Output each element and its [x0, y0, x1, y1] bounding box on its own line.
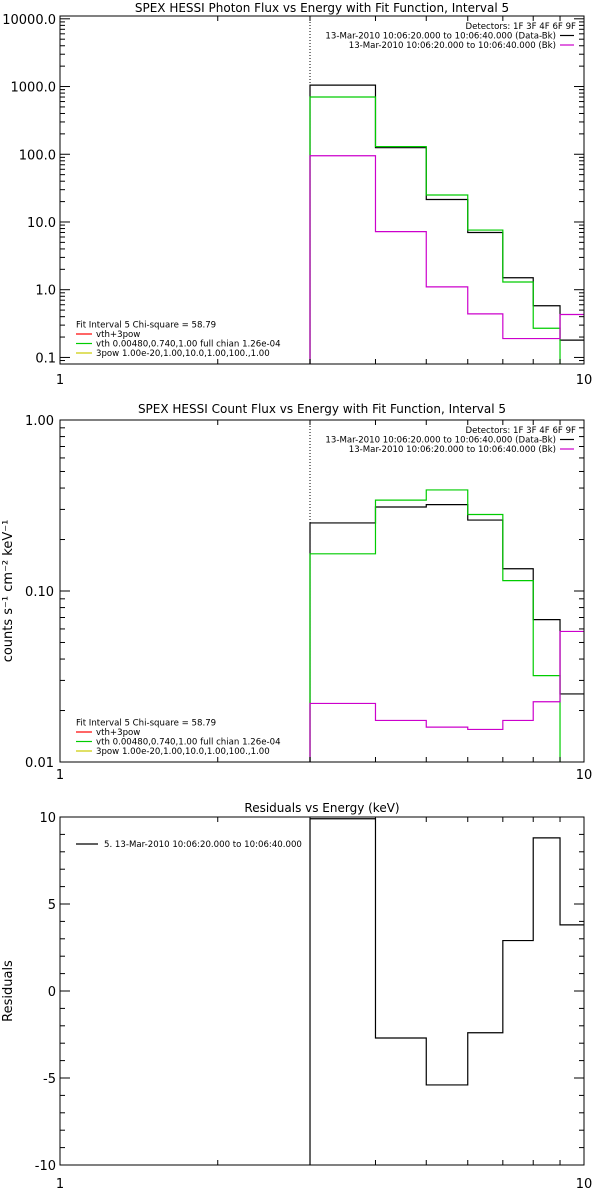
- series-line-3: [309, 155, 584, 364]
- plot-panel-3: Residuals vs Energy (keV) 1 10 -10 -5 0 5 10 Res…: [1, 801, 592, 1192]
- legend-entry-1: 5. 13-Mar-2010 10:06:20.000 to 10:06:40.…: [104, 840, 302, 850]
- series-line-2: [309, 96, 561, 364]
- plot-frame: [59, 419, 585, 763]
- x-tick-label: 10: [576, 1177, 593, 1192]
- x-tick-label: 1: [56, 373, 64, 388]
- y-tick-label: 1.0: [35, 284, 56, 299]
- legend-entry-4: 3pow 1.00e-20,1.00,10.0,1.00,100.,1.00: [96, 747, 270, 757]
- legend-entry-3: vth 0.00480,0.740,1.00 full chian 1.26e-…: [96, 340, 281, 350]
- series-line-1: [309, 818, 584, 1165]
- legend-entry-4: 3pow 1.00e-20,1.00,10.0,1.00,100.,1.00: [96, 349, 270, 359]
- info-line-3: 13-Mar-2010 10:06:20.000 to 10:06:40.000…: [349, 445, 556, 455]
- legend-entry-3: vth 0.00480,0.740,1.00 full chian 1.26e-…: [96, 738, 281, 748]
- plot-data-area: [309, 420, 584, 762]
- chart-title: SPEX HESSI Photon Flux vs Energy with Fi…: [135, 1, 509, 15]
- y-tick-label: 1.00: [25, 414, 54, 429]
- y-tick-label: 0: [48, 985, 56, 1000]
- series-line-1: [309, 504, 584, 762]
- y-tick-label: 1000.0: [11, 81, 57, 96]
- y-axis-label: Residuals: [1, 960, 16, 1022]
- y-tick-label: 0.1: [35, 351, 56, 366]
- x-tick-label: 10: [576, 768, 593, 783]
- y-tick-label: 10000.0: [2, 13, 56, 28]
- x-tick-label: 1: [56, 1177, 64, 1192]
- plot-data-area: [309, 16, 584, 364]
- series-line-2: [309, 489, 561, 762]
- legend-entry-1: Fit Interval 5 Chi-square = 58.79: [76, 719, 216, 729]
- y-tick-label: -10: [35, 1159, 56, 1174]
- x-tick-label: 1: [56, 768, 64, 783]
- plot-frame: [59, 816, 585, 1166]
- info-line-2: 13-Mar-2010 10:06:20.000 to 10:06:40.000…: [325, 32, 556, 42]
- info-line-2: 13-Mar-2010 10:06:20.000 to 10:06:40.000…: [325, 436, 556, 446]
- series-line-3: [309, 630, 584, 762]
- y-tick-label: 0.01: [25, 756, 54, 771]
- y-axis-label: counts s⁻¹ cm⁻² keV⁻¹: [1, 520, 16, 663]
- plot-frame: [59, 15, 585, 365]
- legend-entry-1: Fit Interval 5 Chi-square = 58.79: [76, 321, 216, 331]
- y-tick-label: 10: [39, 811, 56, 826]
- y-tick-label: -5: [43, 1072, 56, 1087]
- legend-entry-2: vth+3pow: [96, 728, 140, 738]
- legend-entry-2: vth+3pow: [96, 330, 140, 340]
- y-tick-label: 10.0: [27, 216, 56, 231]
- chart-title: SPEX HESSI Count Flux vs Energy with Fit…: [138, 402, 506, 416]
- info-line-1: Detectors: 1F 3F 4F 6F 9F: [465, 426, 576, 436]
- plot-data-area: [309, 818, 584, 1165]
- chart-title: Residuals vs Energy (keV): [244, 801, 399, 815]
- y-tick-label: 0.10: [25, 585, 54, 600]
- info-line-1: Detectors: 1F 3F 4F 6F 9F: [465, 22, 576, 32]
- plot-panel-1: SPEX HESSI Photon Flux vs Energy with Fi…: [2, 1, 593, 388]
- y-tick-label: 100.0: [19, 148, 56, 163]
- x-tick-label: 10: [576, 373, 593, 388]
- plot-panel-2: SPEX HESSI Count Flux vs Energy with Fit…: [1, 402, 593, 783]
- series-line-1: [309, 84, 584, 364]
- info-line-3: 13-Mar-2010 10:06:20.000 to 10:06:40.000…: [349, 41, 556, 51]
- y-tick-label: 5: [48, 898, 56, 913]
